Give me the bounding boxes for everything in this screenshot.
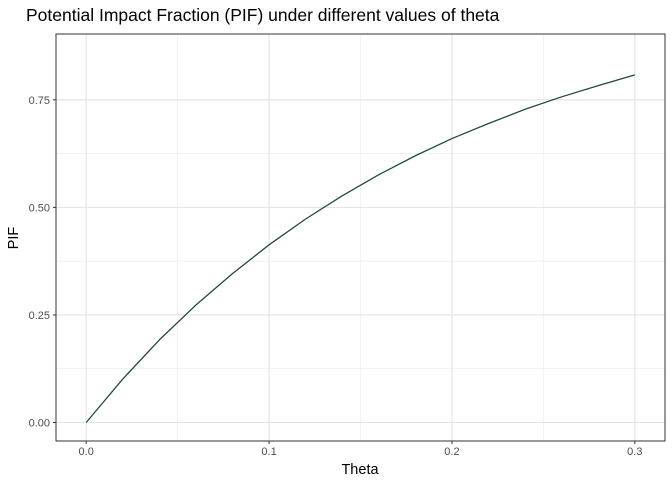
y-axis-title: PIF <box>6 227 22 250</box>
major-gridlines <box>56 34 665 441</box>
plot-border <box>55 33 666 442</box>
x-axis-title: Theta <box>341 462 379 478</box>
x-tick-label: 0.0 <box>79 446 94 458</box>
chart-title: Potential Impact Fraction (PIF) under di… <box>26 5 500 25</box>
x-tick-label: 0.1 <box>261 446 276 458</box>
y-tick-label: 0.25 <box>29 310 50 322</box>
minor-gridlines <box>56 34 665 441</box>
series-line-0 <box>85 74 636 423</box>
y-tick-label: 0.50 <box>29 202 50 214</box>
x-axis-ticks: 0.0 0.1 0.2 0.3 <box>79 441 642 458</box>
y-tick-label: 0.00 <box>29 418 50 430</box>
series-layer <box>85 74 636 423</box>
y-axis-ticks: 0.00 0.25 0.50 0.75 <box>29 95 56 430</box>
x-tick-label: 0.2 <box>444 446 459 458</box>
y-tick-label: 0.75 <box>29 95 50 107</box>
x-tick-label: 0.3 <box>627 446 642 458</box>
